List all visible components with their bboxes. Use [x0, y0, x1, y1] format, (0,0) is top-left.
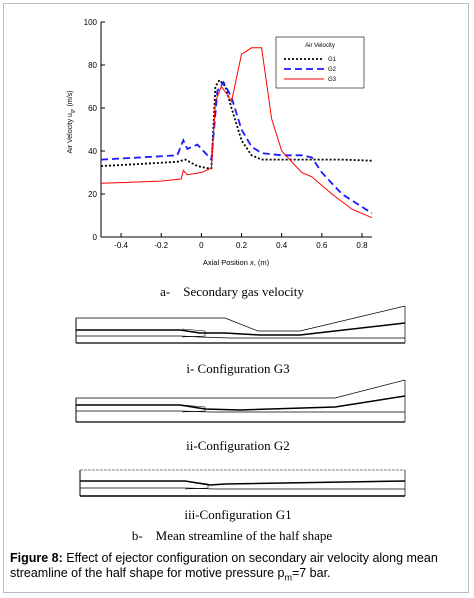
x-label-var: x — [249, 258, 254, 267]
y-label-sub: g — [70, 110, 76, 113]
y-tick-label: 0 — [93, 233, 98, 242]
diagram-g1 — [79, 469, 406, 497]
x-tick-label: -0.2 — [154, 241, 168, 250]
config-label: ii-Configuration G2 — [186, 438, 290, 453]
x-tick-label: 0.6 — [316, 241, 328, 250]
x-tick-label: 0 — [199, 241, 204, 250]
figure: Air Velocity ug, (m/s) Axial Position x,… — [67, 18, 406, 543]
series-line — [100, 47, 373, 219]
x-tick-label: 0.4 — [276, 241, 288, 250]
x-label-text: Axial Position — [203, 258, 250, 267]
config-label: i- Configuration G3 — [186, 361, 289, 376]
panel-label: a- Secondary gas velocity — [160, 284, 304, 299]
caption-tail: =7 bar. — [291, 566, 331, 580]
y-tick-label: 100 — [84, 18, 98, 27]
legend-title: Air Velocity — [305, 43, 335, 49]
legend-label: G3 — [328, 77, 337, 83]
diagram-g2 — [75, 379, 406, 423]
x-tick-label: 0.8 — [356, 241, 368, 250]
caption-text: Effect of ejector configuration on secon… — [10, 551, 438, 580]
legend-label: G2 — [328, 67, 337, 73]
legend-label: G1 — [328, 57, 337, 63]
y-tick-label: 40 — [88, 147, 97, 156]
caption-sub: m — [284, 572, 292, 583]
x-axis-label: Axial Position x, (m) — [203, 258, 270, 267]
caption: Figure 8: Effect of ejector configuratio… — [10, 551, 465, 586]
y-label-text: Air Velocity u — [67, 113, 74, 154]
y-label-unit: , (m/s) — [67, 90, 74, 110]
caption-label: Figure 8: — [10, 551, 63, 565]
y-axis-label: Air Velocity ug, (m/s) — [67, 90, 76, 153]
series-line — [100, 78, 373, 170]
config-label: iii-Configuration G1 — [184, 507, 291, 522]
y-tick-label: 20 — [88, 190, 97, 199]
x-tick-label: 0.2 — [236, 241, 248, 250]
panel-label: b- Mean streamline of the half shape — [132, 528, 333, 543]
diagram-g3 — [75, 305, 406, 344]
y-tick-label: 80 — [88, 61, 97, 70]
y-tick-label: 60 — [88, 104, 97, 113]
figure-frame — [3, 3, 469, 593]
x-label-unit: , (m) — [254, 258, 270, 267]
x-tick-label: -0.4 — [114, 241, 128, 250]
series-line — [100, 80, 373, 215]
